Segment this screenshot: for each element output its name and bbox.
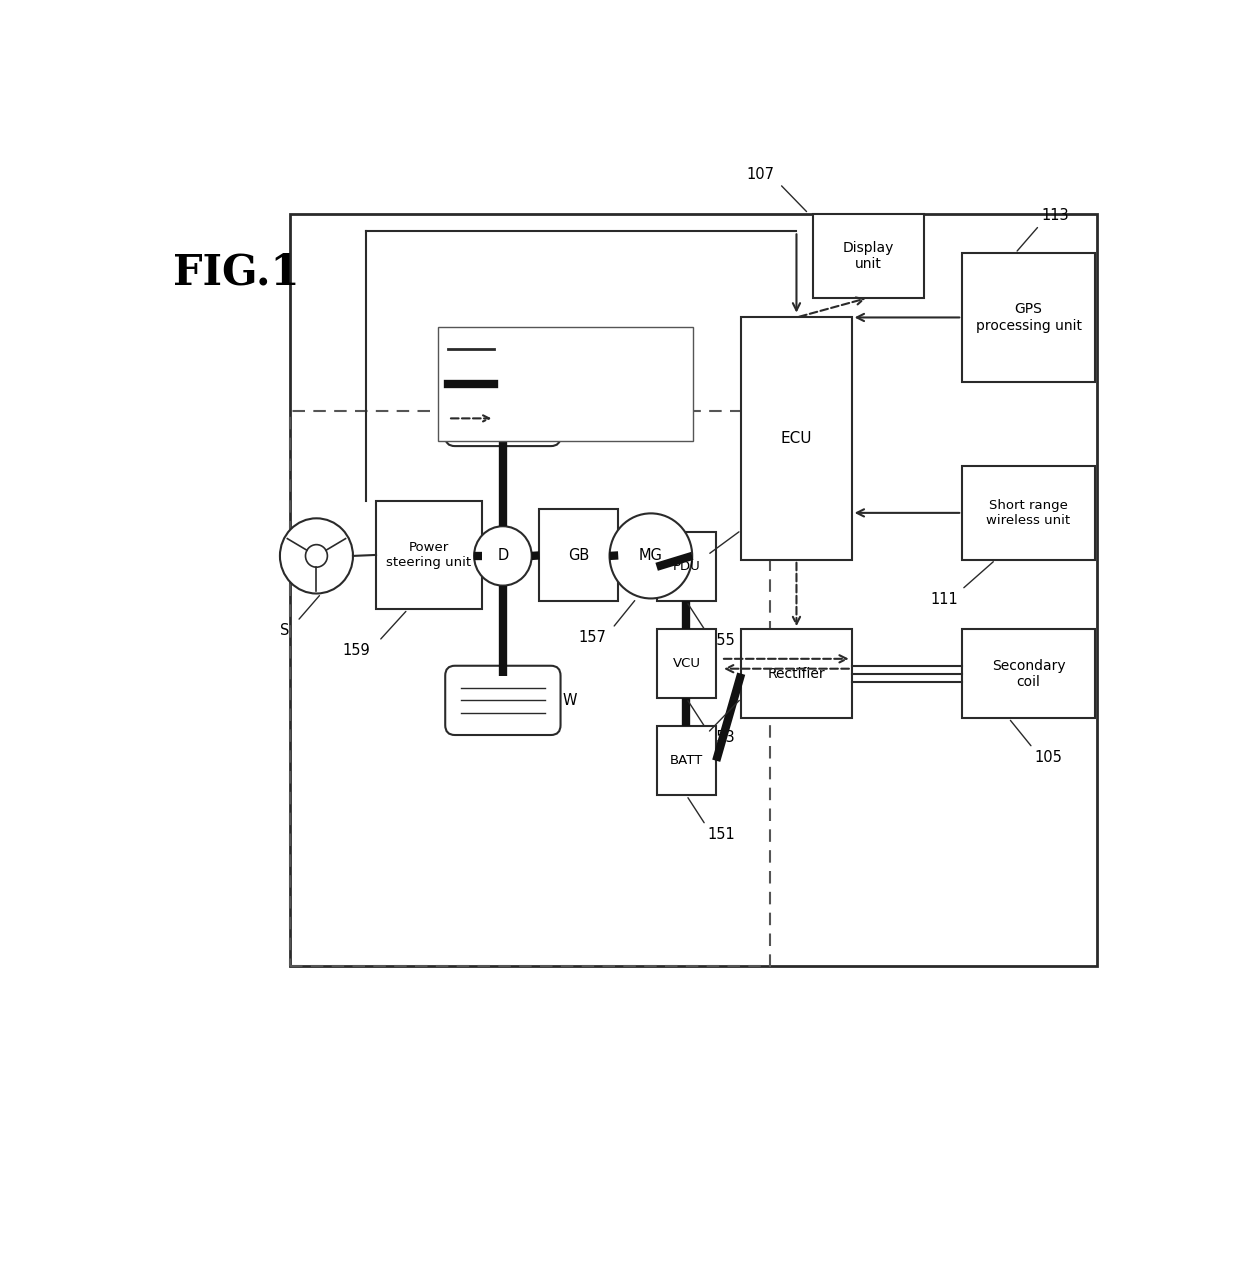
FancyBboxPatch shape: [813, 213, 924, 298]
Text: 155: 155: [708, 634, 735, 648]
FancyBboxPatch shape: [445, 666, 560, 735]
Text: 109: 109: [672, 556, 699, 572]
Text: BATT: BATT: [670, 754, 703, 767]
Text: 107: 107: [746, 167, 774, 182]
Text: 105: 105: [1034, 750, 1063, 765]
Text: 103: 103: [672, 735, 699, 750]
Text: 151: 151: [708, 828, 735, 842]
Text: PDU: PDU: [672, 560, 701, 573]
Text: 111: 111: [930, 591, 957, 607]
Text: Electric power wiring: Electric power wiring: [503, 378, 629, 391]
Circle shape: [474, 527, 532, 586]
Text: Mechanical connection: Mechanical connection: [503, 343, 639, 356]
Text: Rectifier: Rectifier: [768, 667, 826, 681]
FancyBboxPatch shape: [439, 328, 693, 441]
FancyBboxPatch shape: [657, 532, 717, 601]
Text: D: D: [497, 549, 508, 563]
Text: W: W: [563, 693, 577, 708]
Text: MG: MG: [639, 549, 663, 563]
Text: FIG.1: FIG.1: [174, 252, 300, 294]
FancyBboxPatch shape: [962, 466, 1095, 560]
Text: W: W: [563, 403, 577, 419]
Text: 157: 157: [579, 630, 606, 645]
FancyBboxPatch shape: [742, 317, 852, 560]
FancyBboxPatch shape: [539, 509, 619, 601]
Text: 159: 159: [342, 642, 371, 658]
FancyBboxPatch shape: [962, 630, 1095, 718]
Circle shape: [610, 514, 692, 599]
Circle shape: [280, 518, 353, 594]
FancyBboxPatch shape: [657, 630, 717, 699]
FancyBboxPatch shape: [376, 500, 481, 609]
Text: Short range
wireless unit: Short range wireless unit: [987, 499, 1070, 527]
Text: 153: 153: [708, 730, 735, 745]
FancyBboxPatch shape: [962, 253, 1095, 382]
Text: Power
steering unit: Power steering unit: [387, 541, 471, 569]
FancyBboxPatch shape: [445, 377, 560, 446]
Text: Secondary
coil: Secondary coil: [992, 658, 1065, 689]
Text: 113: 113: [1042, 208, 1069, 224]
Text: S: S: [280, 623, 289, 639]
Text: 101: 101: [507, 360, 536, 375]
FancyBboxPatch shape: [742, 630, 852, 718]
Text: VCU: VCU: [672, 657, 701, 671]
Text: ECU: ECU: [781, 432, 812, 446]
Text: GB: GB: [568, 547, 589, 563]
Text: GPS
processing unit: GPS processing unit: [976, 302, 1081, 333]
Text: Control signal: Control signal: [503, 412, 585, 425]
FancyBboxPatch shape: [657, 726, 717, 795]
Text: Display
unit: Display unit: [843, 240, 894, 271]
